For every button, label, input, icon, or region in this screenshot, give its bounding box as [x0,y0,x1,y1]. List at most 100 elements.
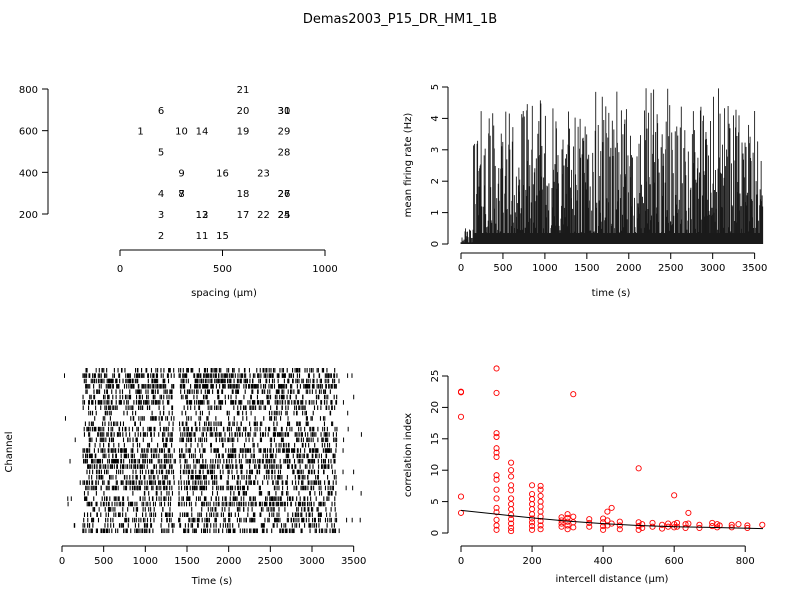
correlation-point [529,519,536,526]
correlation-x-tick-label: 200 [523,556,542,567]
firing-rate-y-tick-label: 2 [430,178,441,184]
raster-ylabel: Channel [4,431,15,472]
electrode-label: 13 [196,210,209,221]
electrode-layout-y-tick-label: 400 [19,168,38,179]
correlation-point [493,453,500,461]
correlation-point [537,526,544,533]
correlation-point [529,523,536,530]
correlation-point [493,449,500,456]
firing-rate-y-tick-label: 3 [430,147,441,153]
firing-rate-x-tick-label: 3000 [700,263,725,274]
correlation-y-tick-label: 0 [430,530,441,536]
raster-axes: 0 500 1000 1500 2000 2500 3000 3500 [59,545,366,567]
correlation-point [493,430,500,437]
electrode-label: 14 [196,127,209,138]
correlation-point [537,498,544,505]
electrode-label: 20 [237,106,250,117]
correlation-point [529,511,536,518]
correlation-point [493,486,500,493]
raster-spikes [64,368,362,534]
correlation-point [564,522,571,529]
correlation-point [493,526,500,533]
firing-rate-xlabel: time (s) [592,288,631,299]
electrode-label: 2 [158,231,164,242]
correlation-point [493,516,500,523]
correlation-point [635,465,642,472]
raster-x-tick-label: 2000 [216,556,241,567]
correlation-point [570,391,577,398]
correlation-point [537,513,544,520]
correlation-fit-line [460,509,764,530]
correlation-point [457,389,465,396]
correlation-point [508,495,515,502]
electrode-label: 21 [237,85,250,96]
correlation-point [537,492,544,499]
electrode-label: 1 [137,127,143,138]
correlation-point [564,514,571,521]
correlation-point [671,492,678,499]
correlation-point [673,519,681,527]
electrode-label: 5 [158,148,164,159]
electrode-labels: 1234567891011121314151617181920212223242… [137,85,290,242]
correlation-point [558,523,565,530]
correlation-point [604,508,611,515]
correlation-point [508,467,515,474]
raster-x-tick-label: 2500 [258,556,283,567]
correlation-point [508,524,515,532]
firing-rate-panel: 0 1 2 3 4 5 0 500 1000 1500 2000 2500 3000 3500 time … [403,84,767,299]
correlation-point [537,503,544,510]
electrode-label: 4 [158,189,164,200]
correlation-point [635,523,642,530]
correlation-point [493,389,500,397]
electrode-layout-xlabel: spacing (µm) [191,288,257,299]
electrode-label: 28 [278,148,291,159]
correlation-point [529,501,536,508]
electrode-label: 23 [257,168,270,179]
correlation-point [616,522,623,529]
correlation-axes: 0 5 10 15 20 25 0 200 400 600 800 [430,370,755,567]
correlation-point [685,520,692,527]
correlation-point [493,433,500,440]
correlation-point [508,506,515,513]
correlation-point [635,526,642,533]
correlation-point [608,504,615,511]
electrode-label: 16 [216,168,229,179]
electrode-label: 6 [158,106,164,117]
correlation-point [508,501,515,508]
electrode-layout-y-tick-label: 600 [19,127,38,138]
raster-x-tick-label: 3000 [299,556,324,567]
correlation-point [558,514,565,521]
firing-rate-bars [460,88,764,244]
raster-xlabel: Time (s) [191,576,233,587]
electrode-label: 3 [158,210,164,221]
electrode-layout-x-tick-label: 1000 [312,264,337,275]
firing-rate-y-tick-label: 1 [430,209,441,215]
correlation-point [529,506,536,513]
electrode-layout-y-tick-label: 200 [19,210,38,221]
electrode-layout-panel: 1234567891011121314151617181920212223242… [19,85,338,299]
firing-rate-x-tick-label: 3500 [742,263,767,274]
electrode-label: 12 [196,210,209,221]
correlation-point [537,482,544,489]
correlation-x-tick-label: 0 [458,556,464,567]
electrode-layout-axes: 200 400 600 800 0 500 1000 [19,85,338,275]
correlation-point [529,496,536,503]
correlation-point [508,520,515,527]
correlation-y-tick-label: 5 [430,498,441,504]
spike-raster-panel: 0 500 1000 1500 2000 2500 3000 3500 Time (s) Ch… [4,368,366,587]
correlation-point [586,523,593,530]
correlation-point [659,521,666,528]
firing-rate-y-tick-label: 0 [430,241,441,247]
correlation-point [493,509,500,516]
raster-x-tick-label: 0 [59,556,65,567]
correlation-point [493,472,500,479]
correlation-point [508,459,515,466]
correlation-point [537,522,544,529]
electrode-layout-y-tick-label: 800 [19,85,38,96]
correlation-point [570,524,577,531]
correlation-point [639,521,646,528]
correlation-point [529,526,536,533]
firing-rate-axes: 0 1 2 3 4 5 0 500 1000 1500 2000 2500 3000 3500 [430,84,767,274]
correlation-point [493,445,500,452]
